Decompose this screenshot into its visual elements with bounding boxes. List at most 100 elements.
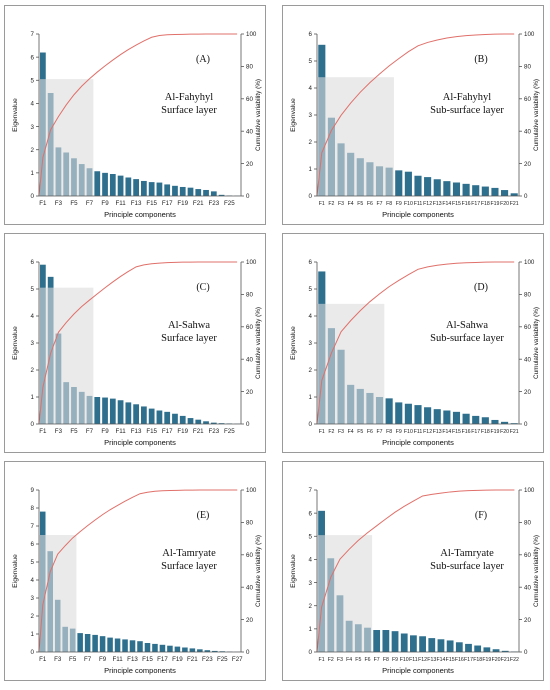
bar-f16 [462,413,470,424]
x-tick-label: F19 [172,656,183,663]
bar-f16 [156,182,163,196]
bar-f18 [172,413,178,424]
y-tick-label: 6 [309,259,313,266]
x-tick-label: F16 [462,429,471,435]
x-tick-label: F19 [482,657,491,663]
y-tick-label: 4 [31,577,35,584]
x-tick-label: F3 [55,200,63,207]
x-tick-label: F5 [70,200,78,207]
x-tick-label: F13 [427,657,436,663]
bar-f15 [148,408,155,424]
chart-panel-f: 0 1 2 3 4 5 6 7 0 20 40 60 80 100 F1 F2 F3 F4 F5 F6 F7 F8 F9 F1… [282,461,544,681]
y-tick-label: 0 [309,193,313,200]
y-tick-label: 2 [309,139,313,146]
bar-f15 [446,640,454,652]
chart-panel-a: 0 1 2 3 4 5 6 7 0 20 40 60 80 100 F1 F3 F5 F7 F9 F11 F13 F15 F… [4,5,266,225]
x-tick-label: F15 [142,656,153,663]
bar-f21 [510,423,518,424]
x-tick-label: F6 [367,201,373,207]
y-tick-label: 2 [31,613,35,620]
y-axis-title: Eigenvalue [290,326,297,360]
bar-f16 [156,410,163,424]
y2-tick-label: 60 [524,552,531,559]
cumulative-line [316,489,515,653]
x-tick-label: F1 [39,200,47,207]
y2-tick-label: 80 [524,520,531,527]
bar-f11 [410,635,417,652]
y-tick-label: 1 [31,631,35,638]
y2-tick-label: 0 [246,193,250,200]
bar-f15 [452,182,461,196]
x-tick-label: F11 [112,656,123,663]
bar-f8 [94,171,101,196]
y2-tick-label: 20 [524,161,531,168]
y2-tick-label: 80 [524,64,531,71]
bar-f10 [107,637,113,652]
y-tick-label: 3 [309,340,313,347]
x-tick-label: F23 [208,428,219,435]
y-axis-title: Eigenvalue [290,98,297,132]
bar-f8 [382,630,390,652]
y-axis-title: Eigenvalue [12,98,19,132]
y-tick-label: 4 [309,313,313,320]
y2-axis-title: Cumulative variability (%) [255,79,262,151]
bar-f15 [144,643,151,652]
x-tick-label: F19 [490,201,499,207]
x-tick-label: F15 [146,428,157,435]
x-tick-label: F5 [69,656,77,663]
cumulative-line [38,261,238,425]
x-tick-label: F1 [319,201,325,207]
y-tick-label: 1 [31,394,35,401]
bar-f17 [472,415,480,424]
chart-panel-d: 0 1 2 3 4 5 6 0 20 40 60 80 100 F1 F2 F3 F4 F5 F6 F7 F8 F9 F10… [282,233,544,453]
bar-f18 [167,645,173,652]
x-tick-label: F25 [224,428,235,435]
x-tick-label: F9 [101,428,109,435]
x-tick-label: F20 [500,429,509,435]
bar-f22 [203,189,209,196]
y-tick-label: 3 [31,595,35,602]
y2-tick-label: 100 [524,259,535,266]
y-tick-label: 1 [309,166,313,173]
y-tick-label: 6 [309,510,313,517]
bar-f19 [491,187,499,196]
x-tick-label: F9 [392,657,398,663]
x-tick-label: F14 [436,657,445,663]
panel-label: (E) [197,510,210,521]
x-tick-label: F25 [217,656,228,663]
x-tick-label: F27 [232,656,243,663]
bar-f15 [148,182,155,196]
shaded-region [317,303,385,424]
y2-tick-label: 100 [246,31,257,38]
y-tick-label: 8 [31,505,35,512]
x-tick-label: F1 [39,428,47,435]
y2-tick-label: 100 [246,487,257,494]
y-tick-label: 3 [309,112,313,119]
bar-f19 [179,415,186,424]
y2-tick-label: 20 [246,389,253,396]
bar-f21 [195,419,202,424]
y-tick-label: 6 [31,54,35,61]
bar-f24 [212,650,218,652]
y2-tick-label: 20 [246,617,253,624]
panel-label: (F) [475,510,487,521]
x-tick-label: F5 [355,657,361,663]
bar-f10 [400,633,408,652]
y-tick-label: 2 [31,367,35,374]
panel-label: (C) [196,282,209,293]
y-tick-label: 9 [31,487,35,494]
y2-tick-label: 60 [524,324,531,331]
x-tick-label: F18 [473,657,482,663]
y-tick-label: 2 [309,367,313,374]
x-tick-label: F15 [446,657,455,663]
x-tick-label: F25 [224,200,235,207]
y2-tick-label: 0 [246,649,250,656]
x-tick-label: F9 [101,200,109,207]
site-name: Al-Tamryate [162,548,216,559]
x-tick-label: F1 [319,657,325,663]
x-tick-label: F11 [414,429,423,435]
bar-f9 [391,631,399,652]
x-tick-label: F7 [376,429,382,435]
x-tick-label: F9 [396,201,402,207]
shaded-region [39,79,94,196]
